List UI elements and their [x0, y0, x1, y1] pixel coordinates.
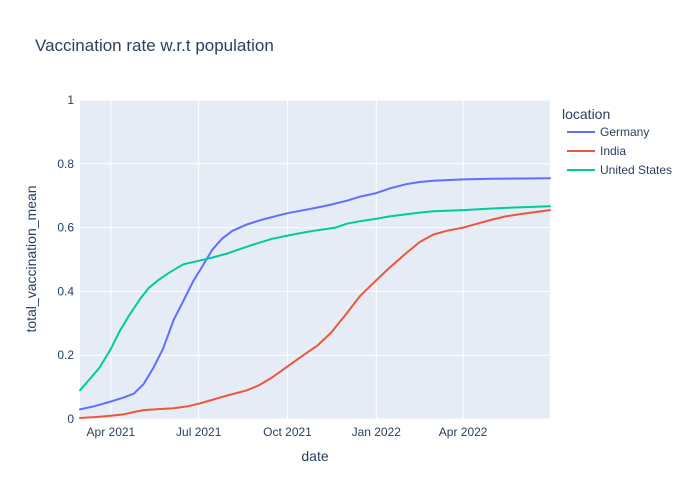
series-line-germany[interactable] [79, 177, 551, 411]
legend-title: location [562, 106, 610, 122]
legend-label: India [600, 144, 626, 158]
legend-label: Germany [600, 125, 649, 139]
legend-label: United States [600, 163, 672, 177]
x-axis-title: date [301, 448, 328, 464]
x-tick-label: Jan 2022 [352, 425, 402, 439]
y-axis-title: total_vaccination_mean [23, 185, 39, 332]
x-tick-label: Oct 2021 [263, 425, 312, 439]
x-tick-label: Apr 2022 [439, 425, 488, 439]
series-layer [79, 177, 551, 419]
y-tick-label: 0.2 [57, 348, 74, 362]
y-tick-label: 0 [67, 412, 74, 426]
y-tick-label: 0.6 [57, 221, 74, 235]
x-tick-label: Jul 2021 [176, 425, 222, 439]
x-tick-label: Apr 2021 [87, 425, 136, 439]
y-tick-label: 1 [67, 93, 74, 107]
series-line-india[interactable] [79, 209, 551, 419]
chart-title: Vaccination rate w.r.t population [35, 36, 274, 55]
y-tick-labels: 0 0.2 0.4 0.6 0.8 1 [57, 93, 74, 426]
y-tick-label: 0.4 [57, 284, 74, 298]
legend-item-germany[interactable]: Germany [567, 125, 649, 139]
series-line-united-states[interactable] [79, 205, 551, 392]
legend-item-united-states[interactable]: United States [567, 163, 672, 177]
y-tick-label: 0.8 [57, 157, 74, 171]
plot-area[interactable] [80, 100, 550, 419]
legend-item-india[interactable]: India [567, 144, 626, 158]
grid-lines [80, 99, 550, 420]
x-tick-labels: Apr 2021 Jul 2021 Oct 2021 Jan 2022 Apr 2022 [87, 425, 488, 439]
legend: location Germany India United States [562, 106, 672, 177]
